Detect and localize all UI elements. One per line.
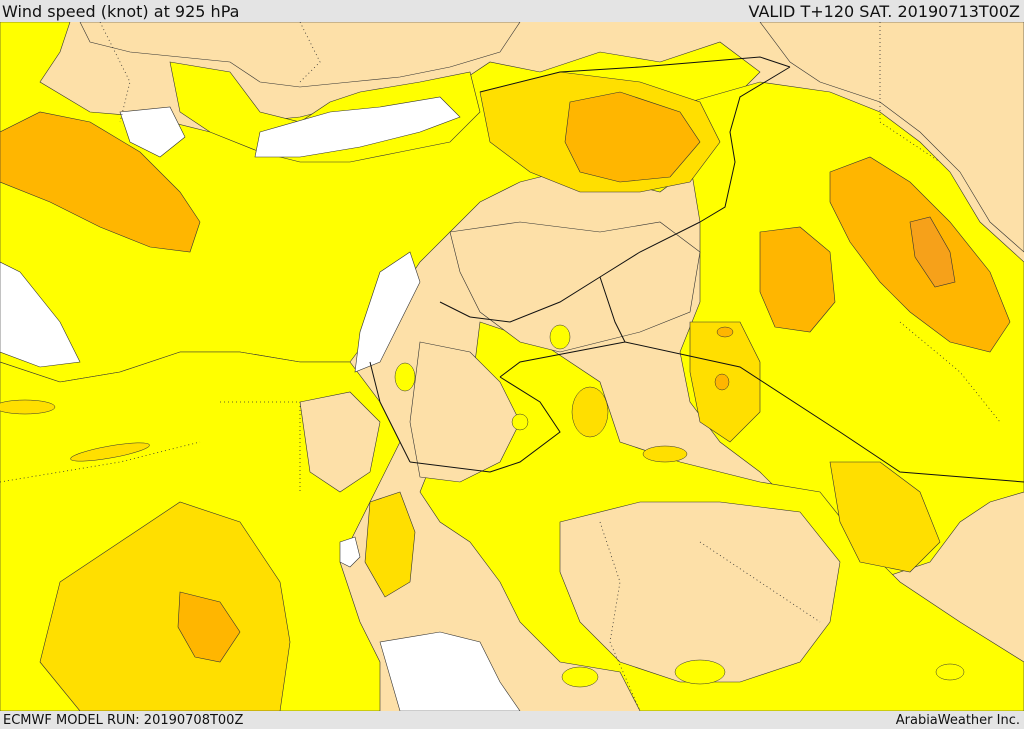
credit-label: ArabiaWeather Inc. xyxy=(895,712,1020,728)
wind-map-svg xyxy=(0,22,1024,711)
wind-core-west-med xyxy=(0,111,201,253)
wind-map xyxy=(0,22,1024,711)
calm-area-red-sea xyxy=(379,631,521,711)
light-area-jordan xyxy=(409,341,521,483)
chart-title: Wind speed (knot) at 925 hPa xyxy=(2,1,240,21)
wind-area-anatolia xyxy=(169,61,481,163)
wind-area-mesopotamia xyxy=(679,81,1024,583)
wind-core-sinai xyxy=(364,491,416,598)
wind-core-iraq xyxy=(759,226,836,333)
light-area-northeast xyxy=(759,22,1024,253)
wind-core-egypt xyxy=(39,501,291,711)
model-run-label: ECMWF MODEL RUN: 20190708T00Z xyxy=(3,712,244,728)
calm-area-aegean xyxy=(119,106,186,158)
light-area-syria xyxy=(449,221,701,353)
calm-area-west xyxy=(0,261,81,368)
title-bar: Wind speed (knot) at 925 hPa VALID T+120… xyxy=(0,0,1024,22)
valid-time: VALID T+120 SAT. 20190713T00Z xyxy=(748,1,1020,21)
wind-core-egypt-inner xyxy=(177,591,241,663)
country-borders xyxy=(369,56,1024,483)
internal-borders xyxy=(0,22,1001,711)
calm-area-cyprus-north xyxy=(254,96,461,158)
small-wind-patches xyxy=(0,324,965,688)
wind-core-northern-iraq xyxy=(564,91,701,183)
light-area-anatolia-north xyxy=(79,22,521,88)
footer-bar: ECMWF MODEL RUN: 20190708T00Z ArabiaWeat… xyxy=(0,711,1024,729)
calm-area-levant-coast xyxy=(354,251,421,373)
calm-area-gulf-aqaba xyxy=(339,536,361,568)
wind-core-east-lower xyxy=(829,461,941,573)
light-area-saudi xyxy=(559,501,841,683)
light-area-sinai-east xyxy=(299,391,381,493)
wind-core-iran-inner xyxy=(909,216,956,288)
